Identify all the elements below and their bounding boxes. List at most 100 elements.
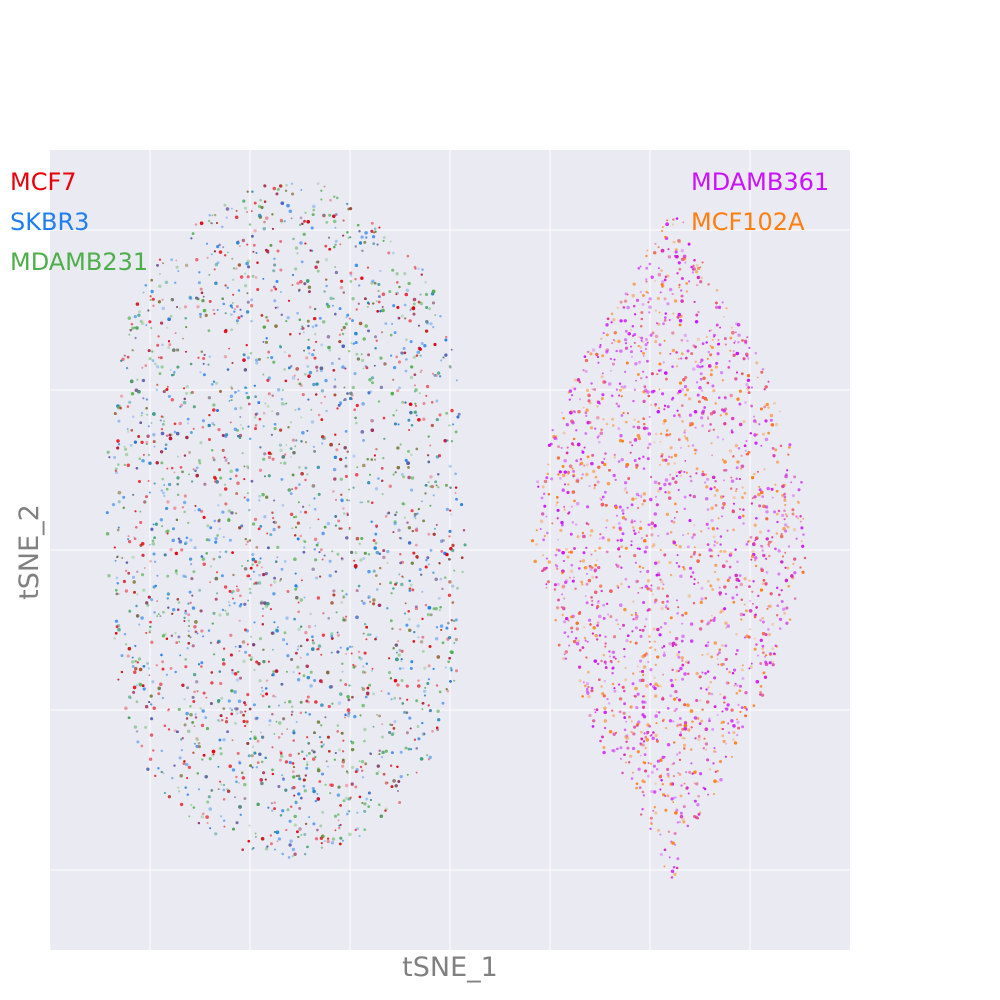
point-mdamb231 — [332, 219, 337, 224]
point-mcf7 — [233, 672, 238, 676]
point-mcf102a — [632, 600, 635, 603]
point-mdamb361 — [677, 438, 681, 441]
point-mdamb231 — [188, 815, 191, 818]
point-mdamb361 — [612, 749, 616, 753]
point-mdamb231 — [436, 709, 440, 713]
point-mcf7 — [156, 343, 160, 347]
point-mdamb361 — [674, 689, 678, 694]
point-mcf102a — [719, 611, 722, 614]
point-mcf102a — [709, 768, 712, 771]
point-mdamb231 — [409, 453, 413, 457]
point-mcf102a — [713, 641, 718, 645]
point-mcf102a — [786, 566, 790, 570]
point-mcf7 — [228, 764, 232, 768]
point-skbr3 — [167, 394, 171, 398]
point-mcf102a — [701, 708, 704, 711]
point-mdamb361 — [676, 599, 678, 602]
point-mdamb361 — [683, 431, 686, 434]
point-mcf102a — [729, 336, 733, 340]
point-mdamb231 — [162, 420, 166, 423]
point-skbr3 — [321, 531, 325, 536]
point-mdamb231 — [149, 298, 152, 302]
point-mdamb231 — [391, 268, 394, 272]
point-mdamb231 — [291, 854, 294, 858]
point-mcf7 — [169, 547, 173, 552]
point-mdamb231 — [271, 410, 274, 413]
point-skbr3 — [140, 411, 144, 415]
point-mcf7 — [431, 729, 434, 733]
point-mcf102a — [602, 418, 605, 421]
point-skbr3 — [131, 415, 135, 418]
point-mcf7 — [261, 614, 264, 618]
point-mdamb231 — [311, 484, 316, 488]
point-mcf7 — [410, 509, 414, 513]
point-mdamb231 — [428, 307, 431, 311]
point-mdamb361 — [628, 761, 631, 764]
point-mcf102a — [659, 440, 662, 443]
point-mcf102a — [729, 393, 733, 398]
point-mcf102a — [721, 734, 725, 738]
point-skbr3 — [404, 369, 408, 373]
point-skbr3 — [316, 828, 319, 832]
point-mcf102a — [701, 470, 705, 473]
point-mdamb231 — [148, 357, 152, 361]
point-mdamb231 — [316, 269, 320, 273]
point-skbr3 — [287, 856, 291, 859]
point-mdamb231 — [227, 509, 232, 513]
point-mcf102a — [730, 476, 733, 479]
point-skbr3 — [321, 442, 324, 445]
point-mcf102a — [767, 431, 770, 435]
point-skbr3 — [410, 488, 414, 492]
point-mcf102a — [771, 622, 775, 626]
point-skbr3 — [361, 402, 365, 406]
point-mcf102a — [762, 651, 765, 654]
point-skbr3 — [423, 344, 427, 348]
point-mdamb231 — [189, 705, 192, 708]
point-mcf102a — [723, 460, 727, 464]
point-mcf7 — [304, 510, 308, 514]
point-skbr3 — [214, 536, 218, 541]
point-mdamb361 — [620, 566, 623, 569]
point-mdamb231 — [276, 187, 280, 191]
point-skbr3 — [338, 307, 342, 310]
point-mdamb361 — [650, 789, 654, 794]
point-skbr3 — [234, 407, 238, 411]
point-mcf102a — [781, 555, 785, 558]
point-skbr3 — [167, 606, 170, 609]
point-mcf102a — [641, 566, 645, 570]
point-skbr3 — [448, 464, 452, 468]
point-mdamb361 — [554, 553, 558, 557]
point-skbr3 — [405, 288, 410, 292]
point-mdamb361 — [582, 681, 585, 684]
point-mcf7 — [166, 385, 169, 388]
point-mdamb231 — [258, 636, 263, 641]
point-mcf7 — [128, 540, 132, 544]
point-mdamb361 — [593, 388, 597, 391]
point-skbr3 — [344, 456, 348, 460]
point-mdamb361 — [644, 617, 648, 621]
point-mcf102a — [764, 385, 768, 389]
point-mdamb231 — [386, 561, 389, 564]
point-mcf7 — [265, 316, 268, 319]
point-mcf102a — [640, 496, 643, 499]
point-mcf102a — [612, 526, 616, 529]
point-mcf102a — [716, 578, 720, 582]
point-mdamb231 — [350, 342, 353, 345]
point-mcf102a — [663, 339, 666, 342]
point-skbr3 — [407, 418, 411, 422]
point-mdamb361 — [719, 535, 723, 538]
point-skbr3 — [299, 510, 302, 514]
point-skbr3 — [214, 281, 218, 286]
point-mcf102a — [642, 390, 646, 394]
point-mdamb361 — [644, 347, 648, 351]
point-mdamb361 — [572, 475, 575, 478]
point-mdamb231 — [283, 631, 287, 635]
point-skbr3 — [162, 491, 165, 495]
point-skbr3 — [350, 550, 354, 554]
point-mdamb231 — [344, 796, 349, 801]
point-mcf7 — [306, 695, 310, 699]
point-mcf102a — [677, 357, 680, 360]
point-mdamb231 — [284, 189, 288, 192]
point-mcf7 — [332, 593, 336, 597]
point-mdamb361 — [585, 682, 590, 686]
